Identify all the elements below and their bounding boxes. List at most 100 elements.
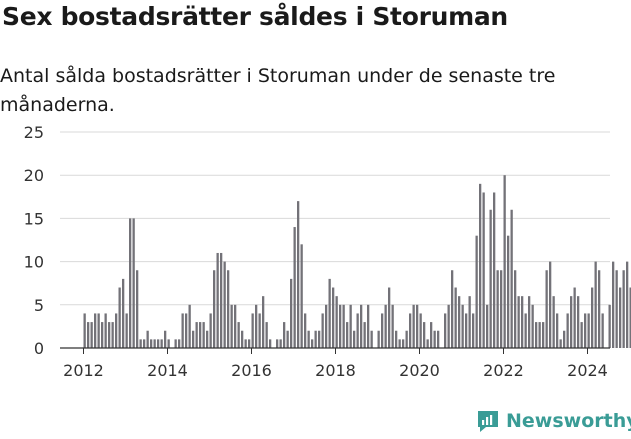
newsworthy-logo: Newsworthy xyxy=(476,409,631,433)
bar xyxy=(472,313,475,348)
bar xyxy=(311,339,314,348)
bar xyxy=(398,339,401,348)
bar xyxy=(608,304,611,348)
bar xyxy=(514,270,517,348)
bar xyxy=(566,313,569,348)
bar xyxy=(615,270,618,348)
bar xyxy=(353,330,356,348)
y-tick-label: 10 xyxy=(24,253,44,272)
bar xyxy=(524,313,527,348)
bar xyxy=(293,227,296,348)
bar xyxy=(195,322,198,348)
bar xyxy=(556,313,559,348)
bar xyxy=(178,339,181,348)
bar xyxy=(83,313,86,348)
bar xyxy=(241,330,244,348)
x-tick-label: 2024 xyxy=(567,361,608,380)
bar xyxy=(475,235,478,348)
bar xyxy=(384,304,387,348)
bar xyxy=(216,252,219,348)
bar xyxy=(612,261,615,348)
bar xyxy=(94,313,97,348)
bar xyxy=(626,261,629,348)
bar xyxy=(437,330,440,348)
bar xyxy=(580,322,583,348)
bar xyxy=(174,339,177,348)
bar xyxy=(237,322,240,348)
bar xyxy=(258,313,261,348)
y-tick-label: 20 xyxy=(24,166,44,185)
bar xyxy=(269,339,272,348)
x-tick-label: 2022 xyxy=(483,361,524,380)
bar xyxy=(265,322,268,348)
bar xyxy=(451,270,454,348)
bar xyxy=(108,322,111,348)
bar xyxy=(538,322,541,348)
bar xyxy=(290,278,293,348)
x-tick-label: 2014 xyxy=(147,361,188,380)
x-tick-label: 2018 xyxy=(315,361,356,380)
bar xyxy=(468,296,471,348)
x-tick-label: 2020 xyxy=(399,361,440,380)
bar xyxy=(332,287,335,348)
y-tick-label: 15 xyxy=(24,209,44,228)
bar xyxy=(363,322,366,348)
bar xyxy=(444,313,447,348)
bar xyxy=(220,252,223,348)
bar xyxy=(118,287,121,348)
bar xyxy=(419,313,422,348)
bar xyxy=(402,339,405,348)
bar xyxy=(192,330,195,348)
bar xyxy=(230,304,233,348)
bar xyxy=(405,330,408,348)
bar xyxy=(111,322,114,348)
bar xyxy=(412,304,415,348)
bar xyxy=(367,304,370,348)
bar xyxy=(304,313,307,348)
bar xyxy=(461,304,464,348)
bar xyxy=(521,296,524,348)
bar xyxy=(482,192,485,348)
bar xyxy=(381,313,384,348)
bar xyxy=(90,322,93,348)
bar xyxy=(87,322,90,348)
bar xyxy=(570,296,573,348)
bar xyxy=(328,278,331,348)
bar xyxy=(132,218,135,348)
bar xyxy=(297,201,300,348)
bar xyxy=(136,270,139,348)
bar xyxy=(573,287,576,348)
bar xyxy=(391,304,394,348)
bar xyxy=(587,313,590,348)
bar xyxy=(164,330,167,348)
newsworthy-logo-icon xyxy=(478,411,498,432)
x-tick-label: 2016 xyxy=(231,361,272,380)
bar xyxy=(591,287,594,348)
bar xyxy=(188,304,191,348)
bar xyxy=(552,296,555,348)
bar xyxy=(153,339,156,348)
bar xyxy=(129,218,132,348)
bar xyxy=(531,304,534,348)
bar xyxy=(167,339,170,348)
bar xyxy=(601,313,604,348)
bar xyxy=(97,313,100,348)
bar xyxy=(349,304,352,348)
bar xyxy=(244,339,247,348)
bar xyxy=(251,313,254,348)
bar xyxy=(181,313,184,348)
bar xyxy=(146,330,149,348)
bar xyxy=(360,304,363,348)
bar xyxy=(325,304,328,348)
bar xyxy=(125,313,128,348)
bar xyxy=(276,339,279,348)
bar xyxy=(227,270,230,348)
x-tick-label: 2012 xyxy=(63,361,104,380)
bar xyxy=(500,270,503,348)
bar xyxy=(202,322,205,348)
bar xyxy=(395,330,398,348)
bar xyxy=(496,270,499,348)
bar xyxy=(248,339,251,348)
bar xyxy=(339,304,342,348)
bar xyxy=(143,339,146,348)
